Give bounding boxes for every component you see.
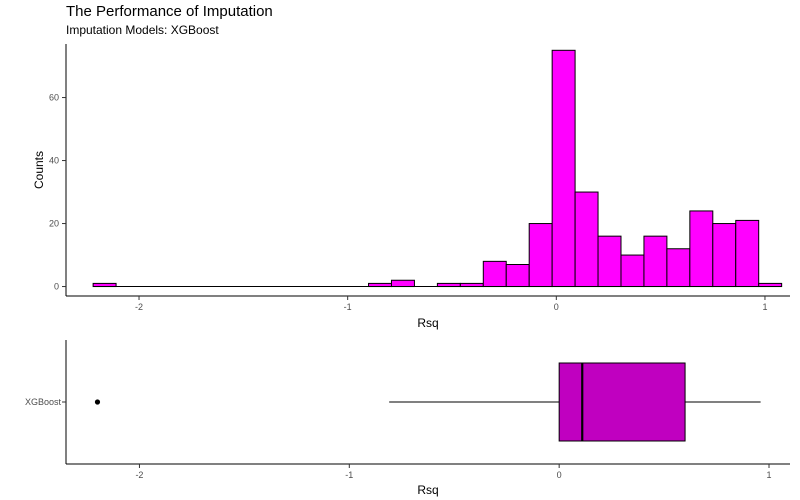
boxplot-panel: XGBoost -2 -1 0 1 Rsq [25, 340, 790, 497]
box-x-axis-label: Rsq [417, 483, 438, 497]
y-tick-label: 40 [49, 156, 59, 166]
histogram-bar [689, 210, 714, 288]
x-axis-label: Rsq [417, 316, 438, 330]
y-tick-label: 20 [49, 219, 59, 229]
histogram-bar [666, 248, 691, 288]
box-x-tick-label: -2 [135, 470, 143, 480]
x-tick-label: -1 [344, 302, 352, 312]
histogram-bar [482, 260, 507, 288]
chart-title: The Performance of Imputation [66, 3, 273, 20]
histogram-bar [597, 235, 622, 288]
histogram-bar [735, 219, 760, 288]
y-axis-label: Counts [32, 151, 46, 189]
box-x-tick-label: 1 [767, 470, 772, 480]
histogram-bar [528, 223, 553, 288]
histogram-bar [620, 254, 645, 288]
histogram-bar [505, 264, 530, 288]
y-tick-label: 60 [49, 93, 59, 103]
category-label: XGBoost [25, 397, 62, 407]
x-tick-label: 1 [762, 302, 767, 312]
y-tick-label: 0 [54, 282, 59, 292]
histogram-bar [551, 49, 576, 288]
outlier-point [94, 399, 101, 405]
histogram-bar [574, 191, 599, 288]
chart-subtitle: Imputation Models: XGBoost [66, 23, 219, 37]
histogram-bar [643, 235, 668, 288]
x-tick-label: -2 [135, 302, 143, 312]
histogram-bar [390, 279, 415, 288]
box-x-tick-label: 0 [557, 470, 562, 480]
histogram-bar [712, 223, 737, 288]
x-tick-label: 0 [554, 302, 559, 312]
box-x-tick-label: -1 [345, 470, 353, 480]
iqr-box [558, 362, 686, 442]
